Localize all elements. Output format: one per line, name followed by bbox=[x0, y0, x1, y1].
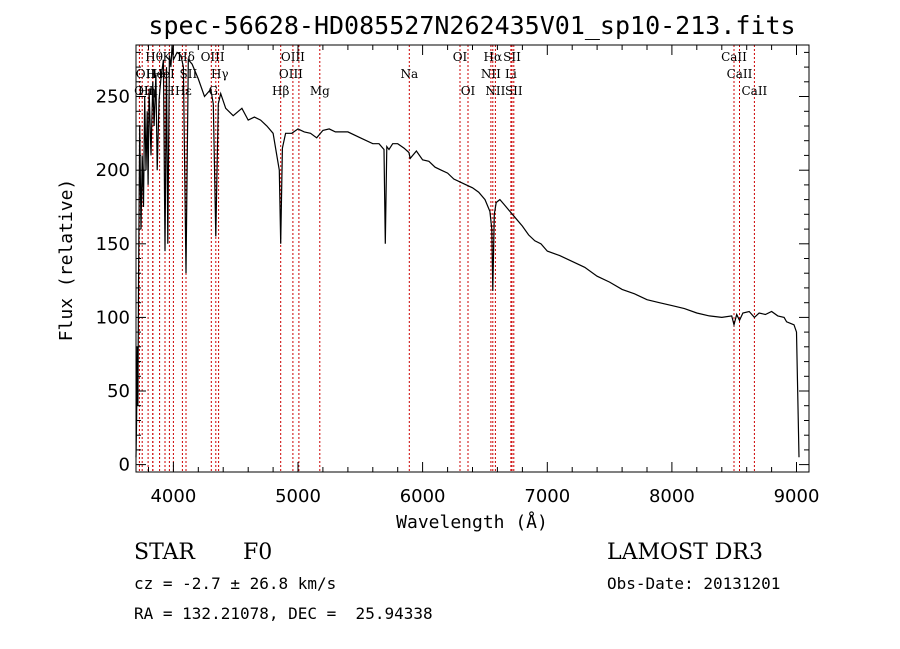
line-label: Na bbox=[400, 67, 418, 81]
line-label: NII bbox=[485, 84, 505, 98]
x-axis: 4000 5000 6000 7000 8000 9000 bbox=[148, 45, 820, 507]
coordinates: RA = 132.21078, DEC = 25.94338 bbox=[134, 604, 433, 623]
object-subclass: F0 bbox=[243, 540, 273, 565]
line-label: Hη bbox=[138, 84, 156, 98]
y-tick-label: 100 bbox=[96, 307, 130, 328]
line-label: Hθ bbox=[145, 50, 163, 64]
x-tick-label: 7000 bbox=[524, 486, 570, 507]
x-tick-label: 8000 bbox=[649, 486, 695, 507]
line-label: CaII bbox=[721, 50, 747, 64]
line-label: He bbox=[146, 67, 164, 81]
x-tick-label: 4000 bbox=[150, 486, 196, 507]
y-tick-label: 0 bbox=[119, 455, 130, 476]
y-tick-label: 50 bbox=[107, 381, 130, 402]
line-label: CaII bbox=[727, 67, 753, 81]
line-label: OI bbox=[453, 50, 468, 64]
line-label: OI bbox=[461, 84, 476, 98]
x-tick-label: 5000 bbox=[275, 486, 321, 507]
x-tick-label: 9000 bbox=[774, 486, 820, 507]
line-label: Hα bbox=[484, 50, 503, 64]
line-label: Mg bbox=[310, 84, 330, 98]
y-axis: 0 50 100 150 200 250 bbox=[96, 51, 809, 476]
x-tick-label: 6000 bbox=[400, 486, 446, 507]
line-marker-group bbox=[138, 45, 755, 472]
line-label: OIII bbox=[279, 67, 303, 81]
line-label-group: HθOIIHeOIIIHηKHeIHHδSIIHεOIIIHγGOIIIOIII… bbox=[134, 50, 767, 98]
y-axis-label: Flux (relative) bbox=[56, 179, 77, 342]
line-label: OIII bbox=[201, 50, 225, 64]
object-class: STAR bbox=[134, 540, 195, 565]
line-label: Li bbox=[505, 67, 517, 81]
line-label: Hβ bbox=[272, 84, 289, 98]
redshift-cz: cz = -2.7 ± 26.8 km/s bbox=[134, 574, 337, 593]
chart-title: spec-56628-HD085527N262435V01_sp10-213.f… bbox=[148, 11, 795, 40]
line-label: K bbox=[163, 50, 173, 64]
line-label: SII bbox=[503, 50, 521, 64]
survey-name: LAMOST DR3 bbox=[607, 540, 763, 565]
x-axis-label: Wavelength (Å) bbox=[396, 511, 548, 533]
spectrum-line bbox=[135, 44, 800, 458]
observation-date: Obs-Date: 20131201 bbox=[607, 574, 781, 593]
line-label: Hγ bbox=[211, 67, 229, 81]
line-label: SII bbox=[505, 84, 523, 98]
line-label: OIII bbox=[281, 50, 305, 64]
line-label: Hδ bbox=[177, 50, 195, 64]
y-tick-label: 250 bbox=[96, 87, 130, 108]
line-label: CaII bbox=[741, 84, 767, 98]
line-label: NII bbox=[481, 67, 501, 81]
line-label: OII bbox=[136, 67, 156, 81]
y-tick-label: 150 bbox=[96, 234, 130, 255]
line-label: G bbox=[209, 84, 219, 98]
y-tick-label: 200 bbox=[96, 160, 130, 181]
plot-frame bbox=[135, 44, 810, 473]
